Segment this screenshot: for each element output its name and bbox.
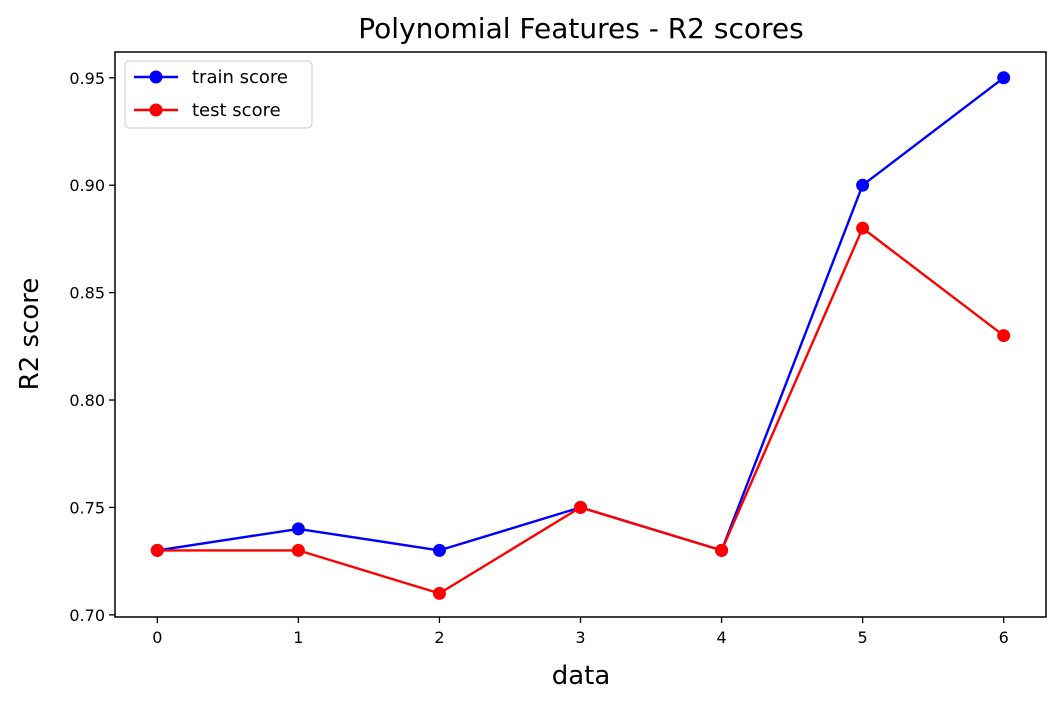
x-tick-label: 1 [293,628,303,647]
legend-marker [149,103,163,117]
y-tick-label: 0.75 [69,498,105,517]
data-point [574,500,587,514]
y-tick-label: 0.85 [69,284,105,303]
data-point [856,178,870,192]
legend-label: test score [192,100,281,121]
x-tick-label: 2 [434,628,444,647]
series-layer [150,71,1011,600]
y-tick-label: 0.90 [69,176,105,195]
chart-title: Polynomial Features - R2 scores [358,12,803,45]
y-tick-label: 0.95 [69,69,105,88]
data-point [291,543,305,557]
x-axis-ticks: 0 1 2 3 4 5 6 [152,617,1009,647]
x-tick-label: 0 [152,628,162,647]
data-point [291,522,305,536]
x-tick-label: 6 [999,628,1009,647]
data-point [432,586,446,600]
x-tick-label: 3 [575,628,585,647]
x-tick-label: 5 [858,628,868,647]
data-point [715,543,729,557]
x-axis-label: data [552,661,611,691]
data-point [432,543,446,557]
legend-marker [149,70,163,84]
y-tick-label: 0.70 [69,606,105,625]
y-axis-label: R2 score [15,278,45,391]
data-point [997,329,1011,343]
plot-area [114,51,1047,618]
legend-label: train score [192,67,288,88]
x-tick-label: 4 [716,628,726,647]
data-point [150,543,164,557]
data-point [856,221,870,235]
data-point [997,71,1011,85]
y-tick-label: 0.80 [69,391,105,410]
y-axis-ticks: 0.70 0.75 0.80 0.85 0.90 0.95 [69,69,115,625]
legend: train score test score [124,60,313,129]
